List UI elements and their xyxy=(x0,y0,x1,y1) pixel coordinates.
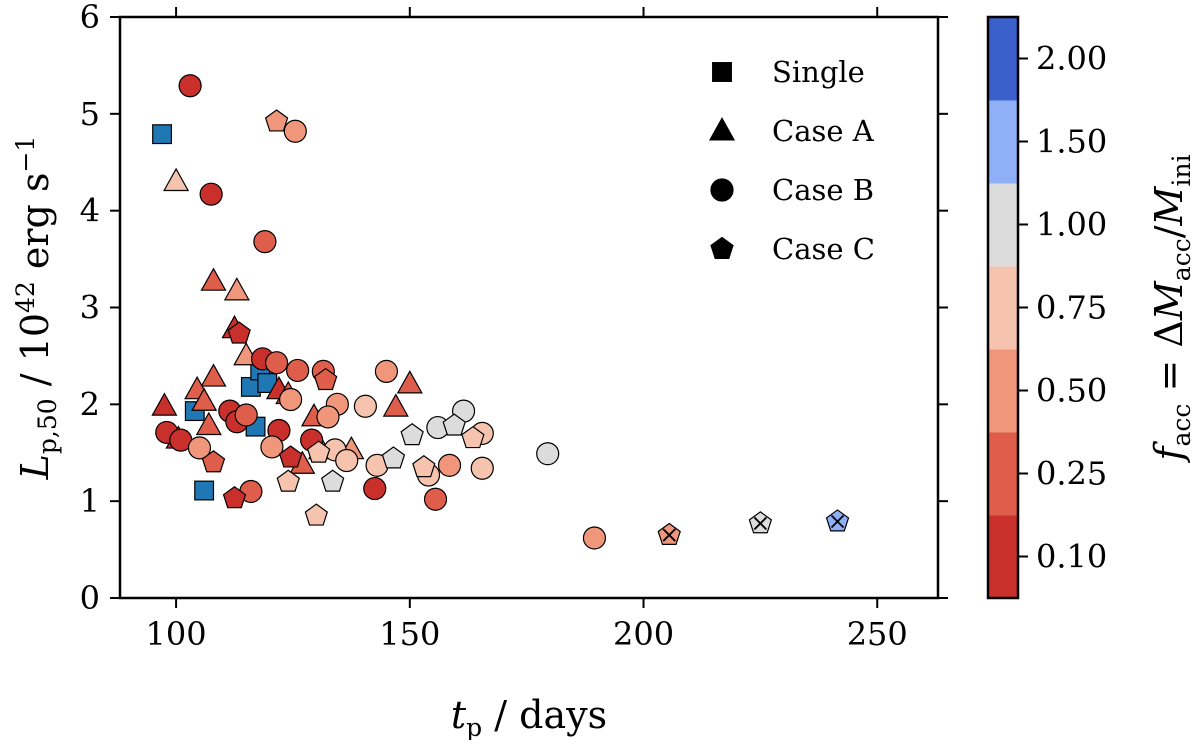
data-point xyxy=(316,405,340,429)
colorbar-band xyxy=(988,432,1018,516)
data-point xyxy=(253,230,277,254)
data-point xyxy=(200,363,227,387)
y-tick-label: 1 xyxy=(80,482,100,520)
cross-mark xyxy=(830,514,845,529)
legend-label: Case C xyxy=(772,232,875,266)
data-point xyxy=(374,359,399,384)
y-tick-label: 5 xyxy=(80,95,100,133)
legend: Single Case A Case B Case C xyxy=(708,55,875,266)
data-point xyxy=(437,453,462,477)
colorbar-band xyxy=(988,349,1018,433)
data-point xyxy=(195,411,222,436)
y-tick-label: 6 xyxy=(80,0,100,36)
y-tick-label: 3 xyxy=(80,289,100,327)
data-point xyxy=(313,367,338,391)
data-point xyxy=(286,358,310,383)
x-axis-title: tp / days xyxy=(451,693,607,740)
y-tick-label: 4 xyxy=(80,192,100,230)
data-point xyxy=(335,448,359,473)
data-point xyxy=(191,387,218,411)
colorbar-tick-label: 2.00 xyxy=(1036,40,1107,78)
colorbar-bands xyxy=(988,17,1018,599)
y-axis-title: Lp,50 / 1042 erg s−1 xyxy=(11,136,62,481)
legend-label: Case B xyxy=(772,173,874,207)
data-point xyxy=(306,440,331,463)
colorbar-tick-label: 0.50 xyxy=(1036,372,1107,410)
data-point xyxy=(382,393,409,417)
data-point xyxy=(381,446,406,469)
y-tick-label: 2 xyxy=(80,385,100,423)
data-markers xyxy=(151,74,850,550)
data-point xyxy=(582,526,607,550)
data-point xyxy=(276,469,300,492)
data-point xyxy=(320,469,345,492)
legend-label: Case A xyxy=(772,114,875,148)
cross-mark xyxy=(753,516,768,531)
data-point xyxy=(199,182,223,206)
x-tick-label: 100 xyxy=(146,615,207,653)
colorbar-tick-label: 1.50 xyxy=(1036,123,1107,161)
x-tick-label: 250 xyxy=(847,615,908,653)
data-point xyxy=(163,167,190,192)
legend-marker xyxy=(708,117,736,141)
data-point xyxy=(536,442,560,466)
colorbar-tick-label: 0.25 xyxy=(1036,455,1107,493)
x-tick-label: 150 xyxy=(379,615,440,653)
colorbar-tick-label: 0.75 xyxy=(1036,289,1107,327)
colorbar-band xyxy=(988,17,1018,101)
data-point xyxy=(353,394,377,418)
colorbar-band xyxy=(988,515,1018,599)
data-point xyxy=(279,387,303,412)
data-point xyxy=(461,425,485,449)
legend-marker xyxy=(712,62,732,82)
series-case-c xyxy=(201,109,850,546)
data-point xyxy=(304,503,329,526)
data-point xyxy=(201,450,226,473)
y-tick-label: 0 xyxy=(80,579,100,617)
data-point xyxy=(470,456,494,480)
data-point xyxy=(264,351,289,375)
data-point xyxy=(187,436,212,460)
colorbar-tick-label: 0.10 xyxy=(1036,538,1107,576)
data-point xyxy=(264,109,289,132)
legend-label: Single xyxy=(772,55,865,89)
data-point xyxy=(152,124,173,145)
legend-marker xyxy=(710,178,734,202)
cross-mark xyxy=(662,528,676,542)
data-point xyxy=(363,476,387,501)
data-point xyxy=(400,423,424,446)
data-point xyxy=(423,487,448,511)
colorbar-band xyxy=(988,266,1018,350)
colorbar-title: facc = ΔMacc/Mini xyxy=(1147,154,1196,463)
axes-frame xyxy=(118,15,940,600)
series-case-b xyxy=(155,74,607,550)
data-point xyxy=(260,435,284,459)
colorbar-tick-label: 1.00 xyxy=(1036,206,1107,244)
data-point xyxy=(442,413,466,436)
data-point xyxy=(283,119,307,143)
colorbar-band xyxy=(988,100,1018,184)
colorbar-band xyxy=(988,183,1018,267)
axis-ticks: 100 150 200 250 0 1 2 3 4 5 6 0.10 0.25 0.50 0.75 1.00 1… xyxy=(80,0,1108,653)
data-point xyxy=(151,392,178,416)
x-tick-label: 200 xyxy=(613,615,674,653)
legend-marker xyxy=(710,236,734,259)
data-point xyxy=(412,454,436,478)
data-point xyxy=(396,370,423,394)
data-point xyxy=(234,403,258,427)
data-point xyxy=(278,445,303,468)
data-point xyxy=(222,485,247,509)
data-point xyxy=(178,74,202,98)
data-point xyxy=(227,321,251,344)
data-point xyxy=(194,480,215,501)
data-point xyxy=(200,267,227,291)
data-point xyxy=(223,277,250,301)
